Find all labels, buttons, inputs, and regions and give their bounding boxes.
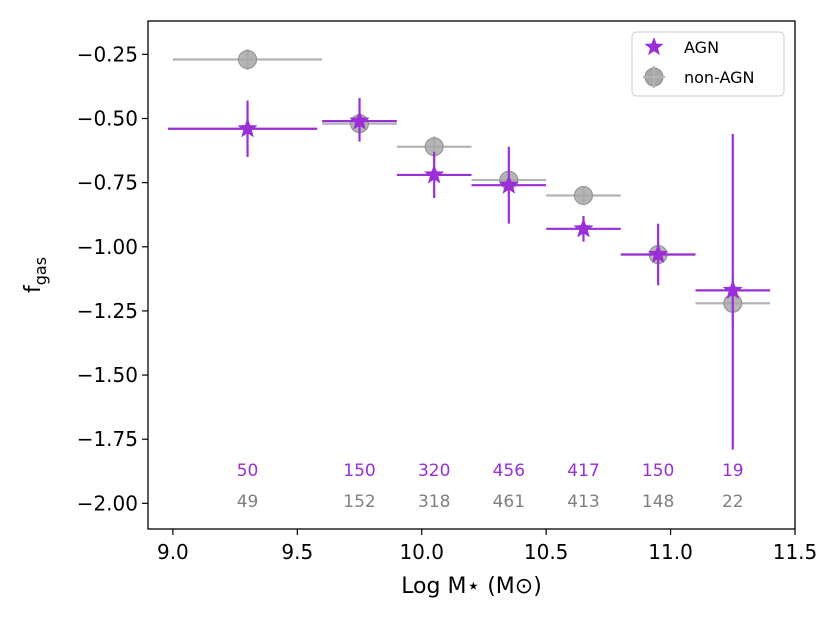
x-tick-label: 11.0: [648, 540, 693, 564]
non-agn-sample-count: 413: [567, 492, 599, 512]
non-agn-sample-count: 461: [493, 492, 525, 512]
y-tick-label: −1.50: [77, 363, 138, 387]
non-agn-sample-count: 49: [237, 492, 259, 512]
non-agn-sample-count: 22: [722, 492, 744, 512]
x-tick-label: 9.5: [281, 540, 313, 564]
y-axis-label: fgas: [21, 257, 50, 293]
non-agn-sample-count: 318: [418, 492, 450, 512]
y-tick-label: −1.25: [77, 299, 138, 323]
plot-frame: [148, 21, 795, 529]
legend-non-agn-label: non-AGN: [684, 68, 755, 87]
y-axis-label-subscript: gas: [31, 257, 50, 285]
data-series: [168, 49, 770, 449]
gas-fraction-chart: 9.0 9.5 10.0 10.5 11.0 11.5 −0.25 −0.50 −0.75 −1.…: [0, 0, 830, 623]
x-tick-label: 9.0: [157, 540, 189, 564]
x-tick-label: 11.5: [773, 540, 818, 564]
y-tick-label: −2.00: [77, 491, 138, 515]
agn-sample-count: 19: [722, 461, 744, 481]
non-agn-point: [574, 186, 592, 204]
agn-sample-count: 50: [237, 461, 259, 481]
legend: AGN non-AGN: [632, 32, 784, 96]
series-agn: [168, 98, 770, 449]
x-axis-label: Log M⋆ (M⊙): [401, 574, 542, 599]
agn-sample-count: 320: [418, 461, 450, 481]
y-tick-label: −1.00: [77, 235, 138, 259]
legend-agn-label: AGN: [684, 38, 719, 57]
sample-counts: 50 150 320 456 417 150 19 49 152 318 461 413 148 22: [237, 461, 744, 512]
non-agn-sample-count: 148: [642, 492, 674, 512]
y-tick-label: −0.25: [77, 42, 138, 66]
agn-sample-count: 150: [642, 461, 674, 481]
agn-sample-count: 456: [493, 461, 525, 481]
x-tick-label: 10.5: [524, 540, 569, 564]
x-tick-label: 10.0: [399, 540, 444, 564]
agn-sample-count: 417: [567, 461, 599, 481]
non-agn-point: [239, 50, 257, 68]
y-tick-label: −0.50: [77, 106, 138, 130]
non-agn-sample-count: 152: [343, 492, 375, 512]
y-tick-label: −1.75: [77, 427, 138, 451]
y-tick-label: −0.75: [77, 171, 138, 195]
agn-sample-count: 150: [343, 461, 375, 481]
